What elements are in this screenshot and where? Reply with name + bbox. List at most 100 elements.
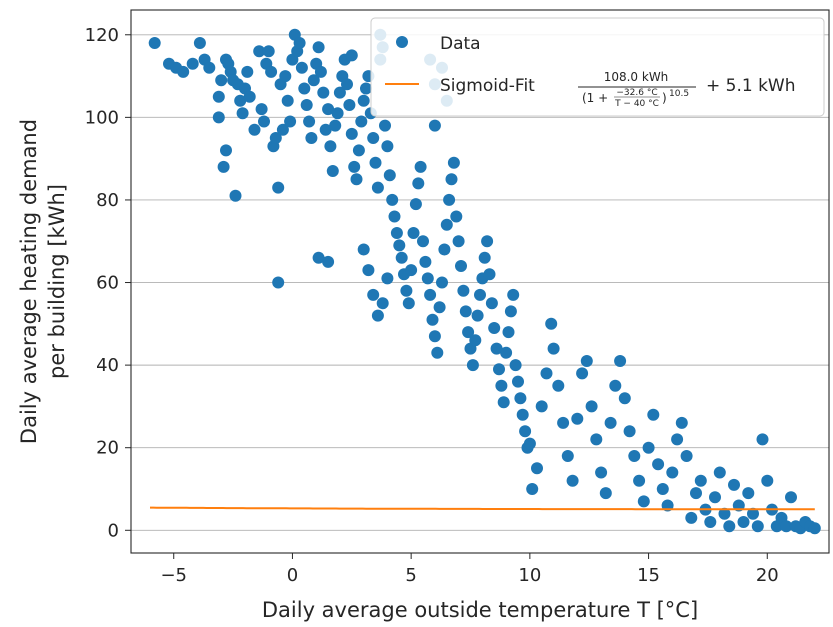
y-axis-label-line-1: Daily average heating demand <box>17 119 41 444</box>
data-point <box>341 78 353 91</box>
data-point <box>217 160 230 173</box>
data-point <box>409 198 422 211</box>
data-point <box>360 82 372 95</box>
data-point <box>331 107 344 120</box>
data-point <box>402 297 415 310</box>
data-point <box>419 255 432 268</box>
data-point <box>747 507 759 520</box>
data-point <box>265 65 278 78</box>
data-point <box>426 313 439 326</box>
x-tick-label: 10 <box>518 565 541 586</box>
data-point <box>751 520 764 533</box>
data-point <box>713 466 726 479</box>
data-point <box>445 173 458 186</box>
data-point <box>728 478 740 491</box>
y-tick-label: 120 <box>85 25 119 46</box>
data-point <box>236 107 249 120</box>
data-point <box>352 144 365 157</box>
data-point <box>436 276 448 289</box>
data-point <box>243 90 256 103</box>
data-point <box>322 103 335 116</box>
data-point <box>324 140 337 153</box>
data-point <box>148 37 161 49</box>
data-point <box>333 86 346 99</box>
data-point <box>229 189 242 202</box>
data-point <box>474 288 486 301</box>
data-point <box>652 458 665 471</box>
data-point <box>512 375 524 388</box>
legend-data-label: Data <box>440 34 481 54</box>
data-point <box>485 297 498 310</box>
data-point <box>685 511 698 524</box>
data-point <box>704 516 717 528</box>
y-tick-label: 60 <box>96 273 119 294</box>
data-point <box>376 297 389 310</box>
data-point <box>258 115 270 128</box>
data-point <box>234 94 247 107</box>
data-point <box>367 288 380 301</box>
legend-fit-denominator-open: (1 + <box>582 91 608 105</box>
x-tick-label: 5 <box>405 565 416 586</box>
data-point <box>633 474 646 487</box>
data-point <box>383 169 396 182</box>
data-point <box>471 309 484 322</box>
data-point <box>350 173 363 186</box>
data-point <box>493 363 505 376</box>
data-point <box>305 132 318 144</box>
data-point <box>452 235 465 248</box>
data-point <box>428 119 441 132</box>
data-point <box>680 450 693 462</box>
data-point <box>580 355 593 367</box>
data-point <box>390 227 403 239</box>
grid-lines <box>131 34 829 531</box>
data-point <box>666 466 679 479</box>
data-point <box>478 251 491 264</box>
legend-fit-inner-denominator: T − 40 °C <box>614 99 659 109</box>
data-point <box>576 367 589 380</box>
data-point <box>614 355 627 367</box>
x-tick-label: 0 <box>287 565 298 586</box>
data-point <box>523 437 536 450</box>
data-point <box>212 90 225 103</box>
data-point <box>609 379 622 392</box>
data-point <box>447 156 460 169</box>
data-point <box>433 301 446 314</box>
data-point <box>718 507 731 520</box>
data-point <box>647 408 660 421</box>
data-point <box>298 82 311 95</box>
data-point <box>637 495 650 508</box>
data-point <box>314 65 327 78</box>
data-point <box>388 210 401 223</box>
data-point <box>526 483 539 495</box>
sigmoid-fit-line <box>150 506 815 511</box>
data-point <box>502 326 515 339</box>
y-tick-label: 40 <box>96 355 119 376</box>
data-point <box>535 400 548 413</box>
data-point <box>300 99 313 111</box>
legend-fit-prefix: Sigmoid-Fit <box>440 76 535 96</box>
data-point <box>417 235 429 248</box>
legend-fit-denominator-close: ) <box>662 91 667 105</box>
data-point <box>215 74 228 87</box>
data-point <box>604 416 617 429</box>
data-point <box>690 487 702 500</box>
data-point <box>193 37 206 49</box>
data-point <box>566 474 579 487</box>
data-point <box>357 94 370 107</box>
legend: Data Sigmoid-Fit 108.0 kWh (1 + −32.6 °C… <box>370 17 825 117</box>
data-point <box>671 433 684 446</box>
data-point <box>694 474 707 487</box>
data-point <box>348 160 361 173</box>
data-point <box>571 412 584 425</box>
data-point <box>808 522 821 535</box>
data-point <box>393 239 406 252</box>
y-axis: 0 20 40 60 80 100 120 <box>85 25 131 541</box>
data-point <box>367 132 380 144</box>
data-point <box>709 491 721 504</box>
data-point <box>509 359 522 372</box>
data-point <box>737 516 750 528</box>
data-point <box>386 193 399 206</box>
plot-frame <box>130 9 830 554</box>
data-point <box>457 284 470 297</box>
